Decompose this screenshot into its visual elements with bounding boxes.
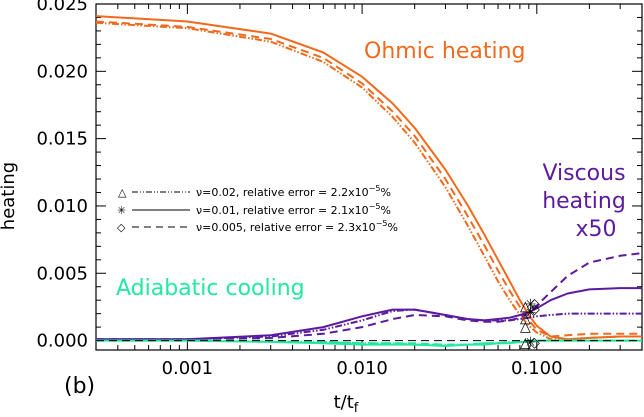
series-marker: ✳: [525, 297, 537, 313]
y-axis-label: heating: [0, 162, 19, 230]
series-marker: ◇: [529, 335, 540, 351]
y-axis-ticks: 0.000 0.005 0.010 0.015 0.020 0.025: [36, 0, 642, 352]
annotation-viscous-line-2: heating: [542, 189, 626, 214]
series-lines: [95, 15, 643, 347]
series-line-viscous-0.01: [96, 287, 642, 341]
series-marker: △: [520, 311, 531, 327]
legend-label-nu-0.005-exp: −5: [376, 219, 388, 228]
y-tick-label: 0.000: [36, 331, 88, 352]
x-tick-label: 0.100: [511, 358, 563, 379]
legend-label-nu-0.005: ν=0.005, relative error = 2.3x10−5%: [196, 219, 398, 234]
series-line-viscous-0.02: [96, 308, 642, 341]
legend-entry-nu-0.02: △ ν=0.02, relative error = 2.2x10−5%: [118, 184, 391, 199]
x-axis-ticks: 0.001 0.010 0.100: [95, 4, 643, 379]
x-tick-label: 0.001: [162, 358, 214, 379]
legend: △ ν=0.02, relative error = 2.2x10−5% ✳ ν…: [117, 184, 398, 234]
legend-label-nu-0.02-exp: −5: [369, 184, 381, 193]
series-marker: ◇: [529, 301, 540, 317]
panel-label: (b): [64, 374, 95, 399]
legend-label-nu-0.02-text: ν=0.02, relative error = 2.2x10: [196, 186, 369, 199]
legend-marker-triangle: △: [118, 186, 127, 199]
legend-entry-nu-0.01: ✳ ν=0.01, relative error = 2.1x10−5%: [117, 202, 391, 217]
series-marker: △: [520, 319, 531, 335]
annotation-adiabatic-cooling: Adiabatic cooling: [116, 276, 305, 301]
annotation-ohmic-heating: Ohmic heating: [364, 39, 526, 64]
y-tick-label: 0.015: [36, 129, 88, 150]
legend-entry-nu-0.005: ◇ ν=0.005, relative error = 2.3x10−5%: [117, 219, 398, 234]
x-tick-label: 0.010: [336, 358, 388, 379]
x-axis-label-subscript: f: [354, 401, 359, 416]
legend-label-nu-0.01-text: ν=0.01, relative error = 2.1x10: [196, 204, 369, 217]
series-line-viscous-0.005: [96, 252, 643, 341]
legend-label-nu-0.02: ν=0.02, relative error = 2.2x10−5%: [196, 184, 391, 199]
y-tick-label: 0.025: [36, 0, 88, 15]
x-axis-label-main: t/t: [334, 392, 354, 413]
annotation-viscous-line-1: Viscous: [542, 161, 625, 186]
legend-label-nu-0.005-unit: %: [387, 221, 397, 234]
legend-label-nu-0.01-unit: %: [380, 204, 390, 217]
legend-label-nu-0.02-unit: %: [380, 186, 390, 199]
axes: 0.001 0.010 0.100 0.000 0.005 0.010 0.015 0.02…: [36, 0, 643, 379]
legend-label-nu-0.01-exp: −5: [369, 202, 381, 211]
series-marker: ◇: [529, 296, 540, 312]
series-marker: △: [520, 299, 531, 315]
series-marker: △: [520, 335, 531, 351]
y-tick-label: 0.010: [36, 196, 88, 217]
legend-label-nu-0.005-text: ν=0.005, relative error = 2.3x10: [196, 221, 376, 234]
series-marker: ✳: [525, 305, 537, 321]
plot-frame: [95, 3, 643, 351]
legend-marker-diamond: ◇: [117, 221, 126, 234]
y-tick-label: 0.005: [36, 263, 88, 284]
x-axis-label: t/tf: [334, 392, 359, 416]
legend-label-nu-0.01: ν=0.01, relative error = 2.1x10−5%: [196, 202, 391, 217]
annotation-viscous-line-3: x50: [575, 217, 616, 242]
series-marker: ✳: [525, 335, 537, 351]
legend-marker-asterisk: ✳: [117, 204, 126, 217]
series-line-ohmic-0.005: [95, 20, 642, 338]
y-tick-label: 0.020: [36, 61, 88, 82]
series-line-ohmic-0.01: [95, 15, 642, 341]
series-markers: △△△△✳✳✳◇◇◇: [520, 296, 540, 351]
